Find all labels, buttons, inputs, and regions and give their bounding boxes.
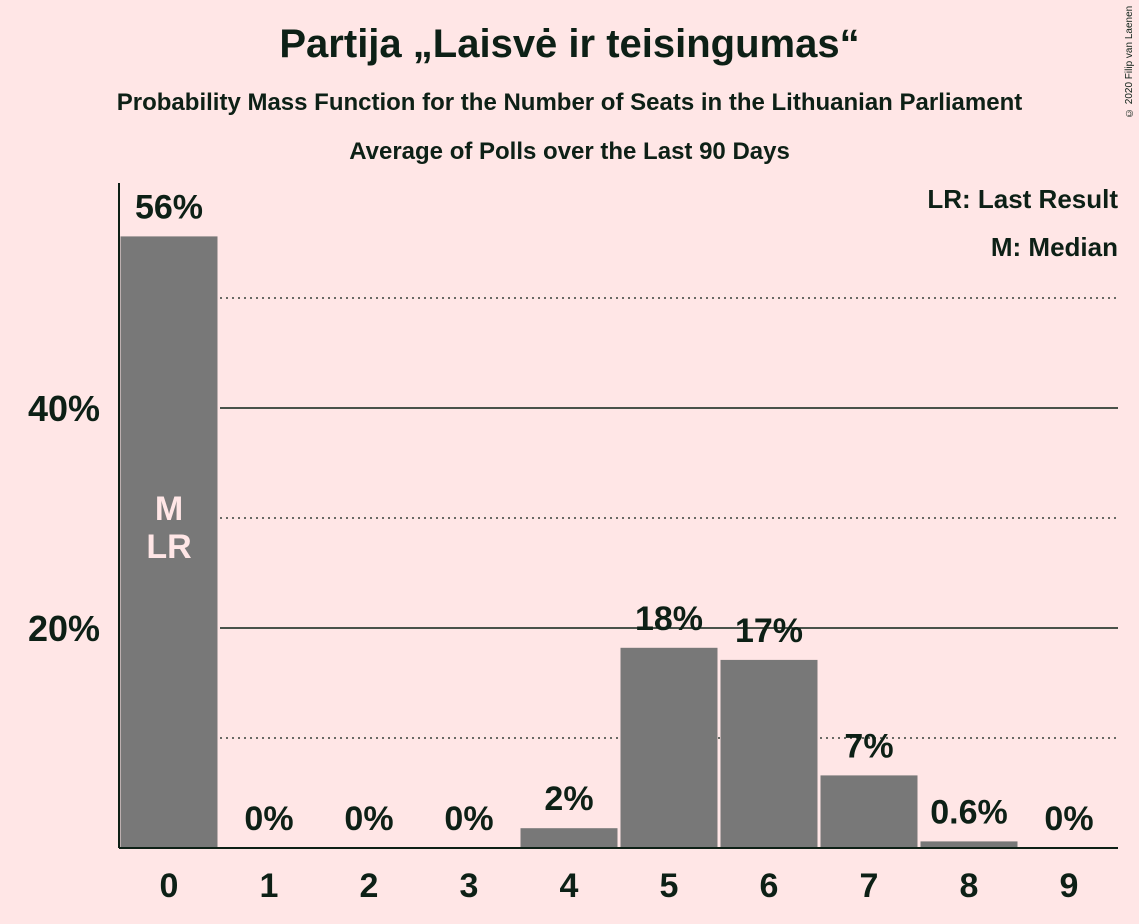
x-tick-label: 5 (660, 867, 679, 905)
value-label: 18% (635, 600, 703, 638)
x-tick-label: 9 (1060, 867, 1079, 905)
chart-subtitle: Probability Mass Function for the Number… (116, 89, 1023, 116)
x-tick-label: 2 (360, 867, 379, 905)
value-label: 0% (344, 800, 393, 838)
x-tick-label: 4 (560, 867, 579, 905)
x-tick-label: 0 (160, 867, 179, 905)
bar (520, 828, 618, 848)
x-tick-label: 1 (260, 867, 279, 905)
x-tick-label: 7 (860, 867, 879, 905)
bar (820, 775, 918, 848)
value-label: 17% (735, 612, 803, 650)
x-tick-label: 3 (460, 867, 479, 905)
bar-marker-label: M (155, 490, 183, 528)
value-label: 0% (244, 800, 293, 838)
bar (620, 647, 718, 848)
bar-marker-label: LR (146, 528, 191, 566)
bar (920, 841, 1018, 848)
value-label: 56% (135, 188, 203, 226)
value-label: 0% (444, 800, 493, 838)
chart-title: Partija „Laisvė ir teisingumas“ (279, 22, 860, 66)
legend-last-result: LR: Last Result (927, 184, 1118, 214)
x-tick-label: 8 (960, 867, 979, 905)
value-label: 0.6% (930, 793, 1008, 831)
value-label: 0% (1044, 800, 1093, 838)
value-label: 2% (544, 780, 593, 818)
y-tick-label: 40% (28, 388, 100, 429)
y-tick-label: 20% (28, 608, 100, 649)
x-tick-label: 6 (760, 867, 779, 905)
legend-median: M: Median (990, 232, 1118, 262)
chart-subtitle-polls: Average of Polls over the Last 90 Days (349, 138, 790, 165)
bar (720, 659, 818, 848)
value-label: 7% (844, 727, 893, 765)
bar (120, 236, 218, 848)
